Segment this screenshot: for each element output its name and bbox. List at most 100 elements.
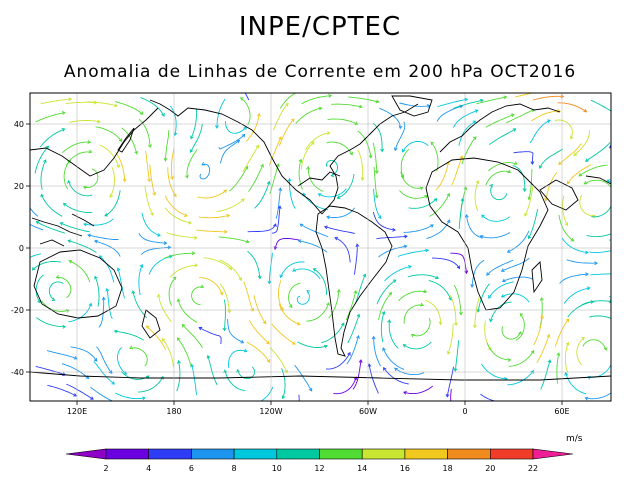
streamline <box>219 283 230 313</box>
streamline <box>618 340 623 370</box>
streamline-arrow <box>570 135 574 140</box>
streamline-arrow <box>539 297 544 301</box>
streamline <box>325 159 338 177</box>
streamline-arrow <box>308 387 313 392</box>
streamline-arrow <box>299 223 304 228</box>
streamline-arrow <box>219 291 224 296</box>
streamline-arrow <box>456 265 461 270</box>
gridlines <box>30 93 611 401</box>
streamline <box>488 281 514 299</box>
coastline-antarctica <box>30 371 611 381</box>
streamline <box>229 166 248 192</box>
streamline-arrow <box>530 350 535 354</box>
streamline <box>47 384 77 397</box>
streamline-arrow <box>240 198 245 203</box>
streamline-arrow <box>486 272 490 276</box>
streamline <box>95 126 123 142</box>
streamline <box>164 130 170 161</box>
streamline <box>60 222 90 233</box>
streamline-arrow <box>83 186 87 190</box>
streamline-arrow <box>446 351 451 355</box>
streamline <box>615 284 640 288</box>
streamline-arrow <box>243 348 248 353</box>
streamline-arrow <box>45 145 50 150</box>
streamline <box>610 255 611 256</box>
streamline <box>447 323 454 355</box>
streamline <box>30 223 44 231</box>
streamline <box>300 223 329 238</box>
streamline <box>378 245 407 258</box>
colorbar-tick-label: 2 <box>103 464 108 473</box>
streamline <box>275 188 281 219</box>
streamline <box>269 347 288 373</box>
streamline-arrow <box>150 212 154 216</box>
streamline-arrow <box>382 347 386 352</box>
streamline-arrow <box>445 393 450 398</box>
streamline-arrow <box>435 275 439 279</box>
streamline <box>93 361 115 385</box>
streamline-arrow <box>222 327 227 332</box>
streamline <box>224 370 246 391</box>
streamline-arrow <box>472 136 477 141</box>
streamline <box>36 221 66 234</box>
streamline <box>346 335 360 365</box>
streamline-arrow <box>122 178 127 183</box>
streamline <box>260 386 274 401</box>
streamline <box>378 292 392 321</box>
streamline <box>399 190 428 199</box>
streamline-arrow <box>266 180 271 185</box>
streamline-arrow <box>558 161 562 165</box>
streamline <box>565 372 587 395</box>
streamline-arrow <box>512 128 517 132</box>
streamline <box>298 159 303 190</box>
streamline <box>501 293 530 303</box>
streamline <box>268 252 273 284</box>
streamline <box>501 326 522 340</box>
streamline <box>106 288 113 320</box>
streamline-arrow <box>356 334 360 339</box>
streamline <box>114 101 144 115</box>
streamline <box>324 226 355 234</box>
streamline-arrow <box>290 118 295 123</box>
streamline-arrow <box>109 194 114 198</box>
streamline-arrow <box>324 344 328 349</box>
streamline-arrow <box>262 320 267 325</box>
streamline-arrow <box>105 287 110 292</box>
streamline-arrow <box>129 345 133 350</box>
streamline <box>197 189 227 199</box>
streamline <box>556 353 560 384</box>
streamline <box>46 350 77 360</box>
streamline-arrow <box>139 264 143 268</box>
streamline-arrow <box>145 325 150 330</box>
streamline-arrow <box>464 97 469 102</box>
streamline-arrow <box>318 106 323 111</box>
streamline-arrow <box>297 239 302 244</box>
streamline <box>485 170 511 186</box>
streamline-arrow <box>354 121 359 125</box>
streamline-arrow <box>108 370 113 374</box>
streamline <box>161 338 174 368</box>
streamline <box>281 368 286 399</box>
lon-label-180: 180 <box>166 407 181 416</box>
streamline <box>216 198 245 213</box>
streamline-arrow <box>191 251 196 256</box>
streamline-arrow <box>236 139 241 144</box>
streamline-arrow <box>459 155 464 160</box>
streamline <box>149 164 156 196</box>
streamline <box>436 105 463 122</box>
colorbar-arrow-left <box>65 448 107 460</box>
streamline-arrow <box>616 320 619 323</box>
coastline-africa <box>425 157 549 311</box>
streamline-arrow <box>17 214 20 217</box>
streamline-arrow <box>423 289 428 294</box>
colorbar-segment <box>361 448 406 460</box>
coastline-east-asia <box>30 107 159 177</box>
streamline-arrow <box>583 108 588 113</box>
streamline-arrow <box>296 423 299 426</box>
streamline <box>353 244 358 275</box>
streamline-arrow <box>430 224 434 228</box>
streamline <box>326 207 355 218</box>
streamline-arrow <box>488 295 492 299</box>
streamline-arrow <box>489 318 493 323</box>
streamline <box>437 98 468 108</box>
